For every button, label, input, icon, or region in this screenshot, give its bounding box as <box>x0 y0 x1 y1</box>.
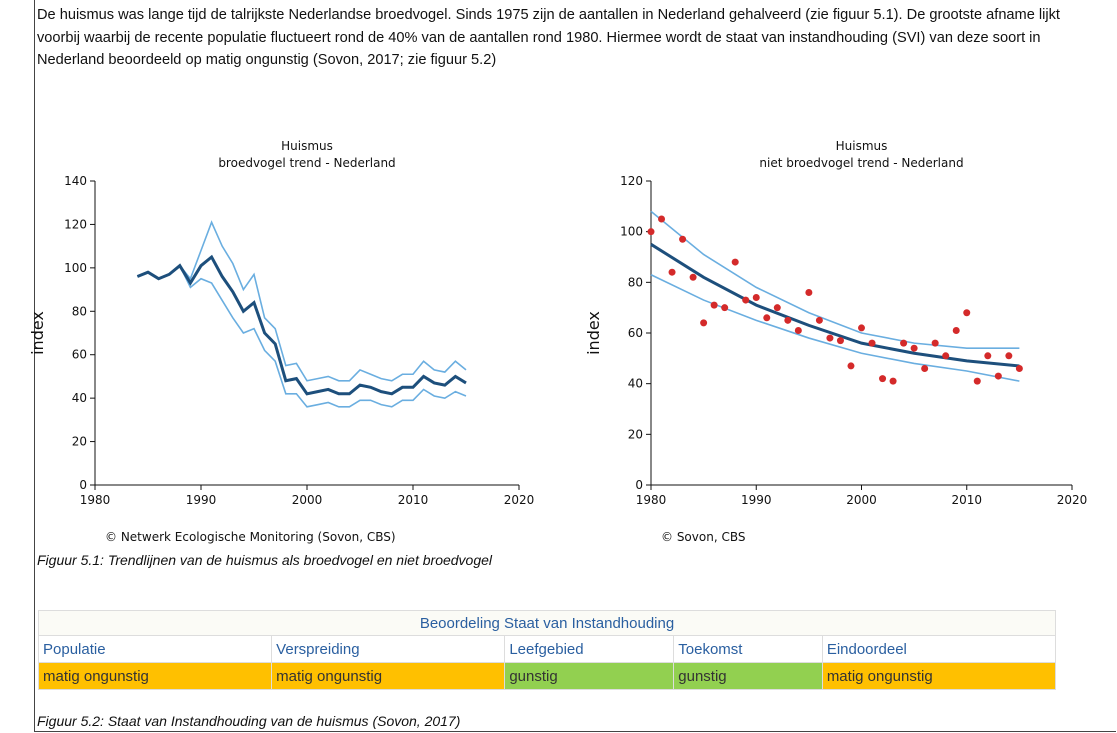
x-tick-label: 1990 <box>186 493 217 507</box>
chart-subtitle: broedvogel trend - Nederland <box>218 156 395 170</box>
data-point <box>773 304 781 312</box>
data-point <box>794 326 802 334</box>
credit: © Netwerk Ecologische Monitoring (Sovon,… <box>105 530 396 544</box>
value-cell: gunstig <box>673 662 823 690</box>
x-tick-label: 2000 <box>292 493 323 507</box>
y-tick-label: 20 <box>72 435 87 449</box>
y-tick-label: 80 <box>628 275 643 289</box>
y-axis-label: index <box>584 311 603 355</box>
data-point <box>647 228 655 236</box>
trend-line <box>137 220 467 382</box>
data-point <box>752 294 760 302</box>
value-cell: matig ongunstig <box>271 662 506 690</box>
data-point <box>731 258 739 266</box>
data-point <box>984 352 992 360</box>
value-cell: matig ongunstig <box>821 662 1057 690</box>
x-tick-label: 1980 <box>80 493 111 507</box>
y-tick-label: 60 <box>72 348 87 362</box>
header-cell: Verspreiding <box>271 635 506 663</box>
data-point <box>689 273 697 281</box>
data-point <box>900 339 908 347</box>
data-point <box>815 316 823 324</box>
caption: Figuur 5.1: Trendlijnen van de huismus a… <box>37 552 493 568</box>
y-tick-label: 40 <box>628 377 643 391</box>
svi-table: Beoordeling Staat van Instandhouding Pop… <box>37 610 1057 690</box>
data-point <box>710 301 718 309</box>
value-cell: matig ongunstig <box>37 662 273 690</box>
trend-line <box>136 254 467 396</box>
frame <box>34 0 1116 732</box>
x-tick-label: 1980 <box>636 493 667 507</box>
x-tick-label: 1990 <box>741 493 772 507</box>
data-point <box>952 326 960 334</box>
credit: © Sovon, CBS <box>661 530 745 544</box>
y-axis-label: index <box>28 311 47 355</box>
x-tick-label: 2020 <box>504 493 535 507</box>
value-cell: gunstig <box>504 662 675 690</box>
data-point <box>973 377 981 385</box>
y-tick-label: 120 <box>620 174 643 188</box>
data-point <box>931 339 939 347</box>
table-title: Beoordeling Staat van Instandhouding <box>38 610 1056 636</box>
chart-title: Huismus <box>836 139 888 153</box>
data-point <box>668 268 676 276</box>
charts: Huismus broedvogel trend - Nederland index… <box>28 139 1088 544</box>
header-cell: Populatie <box>37 635 273 663</box>
y-tick-label: 100 <box>64 261 87 275</box>
data-point <box>910 344 918 352</box>
data-point <box>763 314 771 322</box>
data-point <box>963 309 971 317</box>
trend-line <box>137 264 467 408</box>
data-point <box>1005 352 1013 360</box>
data-point <box>679 235 687 243</box>
paragraph: De huismus was lange tijd de talrijkste … <box>37 7 1060 68</box>
data-point <box>742 296 750 304</box>
x-tick-label: 2010 <box>951 493 982 507</box>
chart-subtitle: niet broedvogel trend - Nederland <box>759 156 963 170</box>
data-point <box>826 334 834 342</box>
data-point <box>1015 364 1023 372</box>
header-cell: Leefgebied <box>504 635 675 663</box>
trend-line <box>650 210 1020 349</box>
data-point <box>805 288 813 296</box>
y-tick-label: 60 <box>628 326 643 340</box>
y-tick-label: 120 <box>64 217 87 231</box>
data-point <box>721 304 729 312</box>
data-point <box>879 375 887 383</box>
x-tick-label: 2020 <box>1057 493 1088 507</box>
data-point <box>889 377 897 385</box>
trend-line <box>650 243 1020 368</box>
caption: Figuur 5.2: Staat van Instandhouding van… <box>37 713 461 729</box>
y-tick-label: 40 <box>72 391 87 405</box>
data-point <box>658 215 666 223</box>
data-point <box>700 319 708 327</box>
x-tick-label: 2000 <box>846 493 877 507</box>
data-point <box>836 337 844 345</box>
header-cell: Eindoordeel <box>821 635 1057 663</box>
x-tick-label: 2010 <box>398 493 429 507</box>
y-tick-label: 20 <box>628 427 643 441</box>
y-tick-label: 0 <box>79 478 87 492</box>
header-cell: Toekomst <box>673 635 823 663</box>
data-point <box>921 364 929 372</box>
y-tick-label: 0 <box>635 478 643 492</box>
y-tick-label: 80 <box>72 304 87 318</box>
data-point <box>868 339 876 347</box>
data-point <box>942 352 950 360</box>
data-point <box>994 372 1002 380</box>
y-tick-label: 100 <box>620 225 643 239</box>
trend-line <box>650 274 1020 382</box>
chart-title: Huismus <box>281 139 333 153</box>
data-point <box>847 362 855 370</box>
data-point <box>858 324 865 332</box>
data-point <box>784 316 792 324</box>
y-tick-label: 140 <box>64 174 87 188</box>
